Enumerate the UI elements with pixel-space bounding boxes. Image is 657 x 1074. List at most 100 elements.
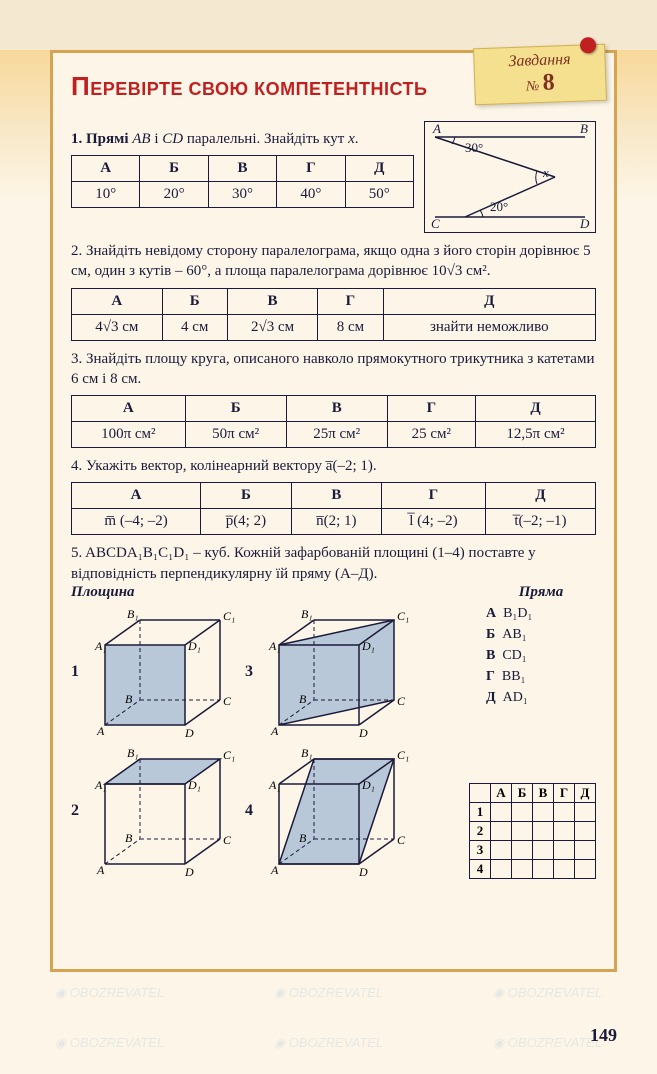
task-1: 1. Прямі AB i CD паралельні. Знайдіть ку… xyxy=(71,121,596,233)
svg-text:A₁: A₁ xyxy=(268,778,281,792)
opt-value: 40° xyxy=(277,182,345,208)
cube-2: 2 A₁ B₁ C₁ xyxy=(71,744,235,879)
opt-header: В xyxy=(227,288,318,314)
svg-text:A₁: A₁ xyxy=(94,639,107,653)
opt-value: знайти неможливо xyxy=(383,314,595,340)
opt-header: А xyxy=(72,288,163,314)
svg-text:D: D xyxy=(358,865,368,879)
diagram-angle-30: 30° xyxy=(465,140,483,155)
opt-value: n̅(2; 1) xyxy=(291,509,381,535)
opt-value: 25π см² xyxy=(286,422,387,448)
svg-text:A₁: A₁ xyxy=(268,639,281,653)
svg-text:D: D xyxy=(358,726,368,740)
opt-header: Б xyxy=(185,396,286,422)
cube-number: 2 xyxy=(71,802,79,820)
textbook-page: OBOZREVATELOBOZREVATELOBOZREVATEL OBOZRE… xyxy=(0,50,657,1074)
opt-header: Г xyxy=(318,288,383,314)
title-rest: ЕРЕВІРТЕ СВОЮ КОМПЕТЕНТНІСТЬ xyxy=(90,79,427,99)
svg-text:C: C xyxy=(397,833,406,847)
task-3-options-table: А Б В Г Д 100π см² 50π см² 25π см² 25 см… xyxy=(71,395,596,448)
cube-2-diagram: A₁ B₁ C₁ D₁ A B C D xyxy=(85,744,235,879)
svg-text:C₁: C₁ xyxy=(223,609,235,623)
task-2-text: 2. Знайдіть невідому сторону паралелогра… xyxy=(71,241,596,282)
pryama-heading: Пряма xyxy=(486,584,596,601)
svg-text:D: D xyxy=(184,865,194,879)
task-2-options-table: А Б В Г Д 4√3 см 4 см 2√3 см 8 см знайти… xyxy=(71,288,596,341)
svg-text:D₁: D₁ xyxy=(361,778,375,792)
diagram-label-B: B xyxy=(580,121,588,136)
opt-value: 30° xyxy=(208,182,276,208)
grid-col-header: Д xyxy=(575,783,596,802)
opt-value: 10° xyxy=(72,182,140,208)
watermark-row: OBOZREVATELOBOZREVATELOBOZREVATEL xyxy=(0,1035,657,1051)
answer-grid: А Б В Г Д 1 2 3 4 xyxy=(469,783,596,879)
opt-value: 25 см² xyxy=(387,422,475,448)
opt-header: А xyxy=(72,396,186,422)
svg-text:C: C xyxy=(223,694,232,708)
svg-text:D₁: D₁ xyxy=(187,778,201,792)
pryama-column: Пряма А B₁D₁ Б AB₁ В CD₁ Г BB₁ Д AD₁ xyxy=(486,584,596,708)
opt-value: 2√3 см xyxy=(227,314,318,340)
grid-row-header: 1 xyxy=(470,802,491,821)
header-row: ПЕРЕВІРТЕ СВОЮ КОМПЕТЕНТНІСТЬ Завдання №… xyxy=(71,71,596,121)
opt-header: В xyxy=(208,156,276,182)
sticky-line1: Завдання xyxy=(508,51,571,71)
opt-value: 4√3 см xyxy=(72,314,163,340)
cube-number: 4 xyxy=(245,802,253,820)
diagram-label-D: D xyxy=(579,216,590,231)
task-4-options-table: А Б В Г Д m̅ (–4; –2) p̅(4; 2) n̅(2; 1) … xyxy=(71,482,596,535)
svg-text:A₁: A₁ xyxy=(94,778,107,792)
svg-text:A: A xyxy=(270,724,279,738)
svg-text:C₁: C₁ xyxy=(223,748,235,762)
grid-col-header: Г xyxy=(554,783,575,802)
svg-text:C: C xyxy=(223,833,232,847)
diagram-angle-20: 20° xyxy=(490,199,508,214)
grid-corner xyxy=(470,783,491,802)
svg-text:C: C xyxy=(397,694,406,708)
svg-text:D₁: D₁ xyxy=(187,639,201,653)
opt-header: А xyxy=(72,483,201,509)
grid-row-header: 4 xyxy=(470,859,491,878)
opt-header: Г xyxy=(387,396,475,422)
opt-header: Б xyxy=(162,288,227,314)
cube-1-diagram: A₁ B₁ C₁ D₁ A B C D xyxy=(85,605,235,740)
sticky-line2: № 8 xyxy=(525,70,555,98)
opt-header: Б xyxy=(201,483,291,509)
grid-col-header: Б xyxy=(512,783,533,802)
cube-number: 3 xyxy=(245,663,253,681)
cube-4-diagram: A₁ B₁ C₁ D₁ A B C D xyxy=(259,744,409,879)
opt-header: А xyxy=(72,156,140,182)
diagram-label-C: C xyxy=(431,216,440,231)
opt-header: Г xyxy=(382,483,486,509)
task-1-diagram: A B C D 30° x 20° xyxy=(424,121,596,233)
svg-text:B: B xyxy=(125,692,133,706)
opt-value: 20° xyxy=(140,182,208,208)
svg-text:C₁: C₁ xyxy=(397,748,409,762)
pryama-list: А B₁D₁ Б AB₁ В CD₁ Г BB₁ Д AD₁ xyxy=(486,603,596,708)
cube-4: 4 A₁ xyxy=(245,744,409,879)
pin-icon xyxy=(580,37,597,54)
page-number: 149 xyxy=(590,1025,617,1046)
opt-header: Б xyxy=(140,156,208,182)
svg-text:B: B xyxy=(299,692,307,706)
svg-text:B₁: B₁ xyxy=(301,746,313,760)
task-1-options-table: А Б В Г Д 10° 20° 30° 40° 50° xyxy=(71,155,414,208)
opt-value: m̅ (–4; –2) xyxy=(72,509,201,535)
sticky-note: Завдання № 8 xyxy=(473,44,607,106)
grid-col-header: А xyxy=(491,783,512,802)
opt-value: 50° xyxy=(345,182,413,208)
task-3-text: 3. Знайдіть площу круга, описаного навко… xyxy=(71,349,596,390)
cube-3-diagram: A₁ B₁ C₁ D₁ A B C D xyxy=(259,605,409,740)
plane-heading: Площина xyxy=(71,584,478,601)
grid-row-header: 3 xyxy=(470,840,491,859)
opt-value: 50π см² xyxy=(185,422,286,448)
opt-value: p̅(4; 2) xyxy=(201,509,291,535)
svg-text:C₁: C₁ xyxy=(397,609,409,623)
opt-header: Г xyxy=(277,156,345,182)
svg-text:A: A xyxy=(96,863,105,877)
opt-header: Д xyxy=(475,396,595,422)
opt-header: В xyxy=(291,483,381,509)
cube-1: 1 A₁ B₁ C₁ xyxy=(71,605,235,740)
grid-row-header: 2 xyxy=(470,821,491,840)
opt-value: 4 см xyxy=(162,314,227,340)
